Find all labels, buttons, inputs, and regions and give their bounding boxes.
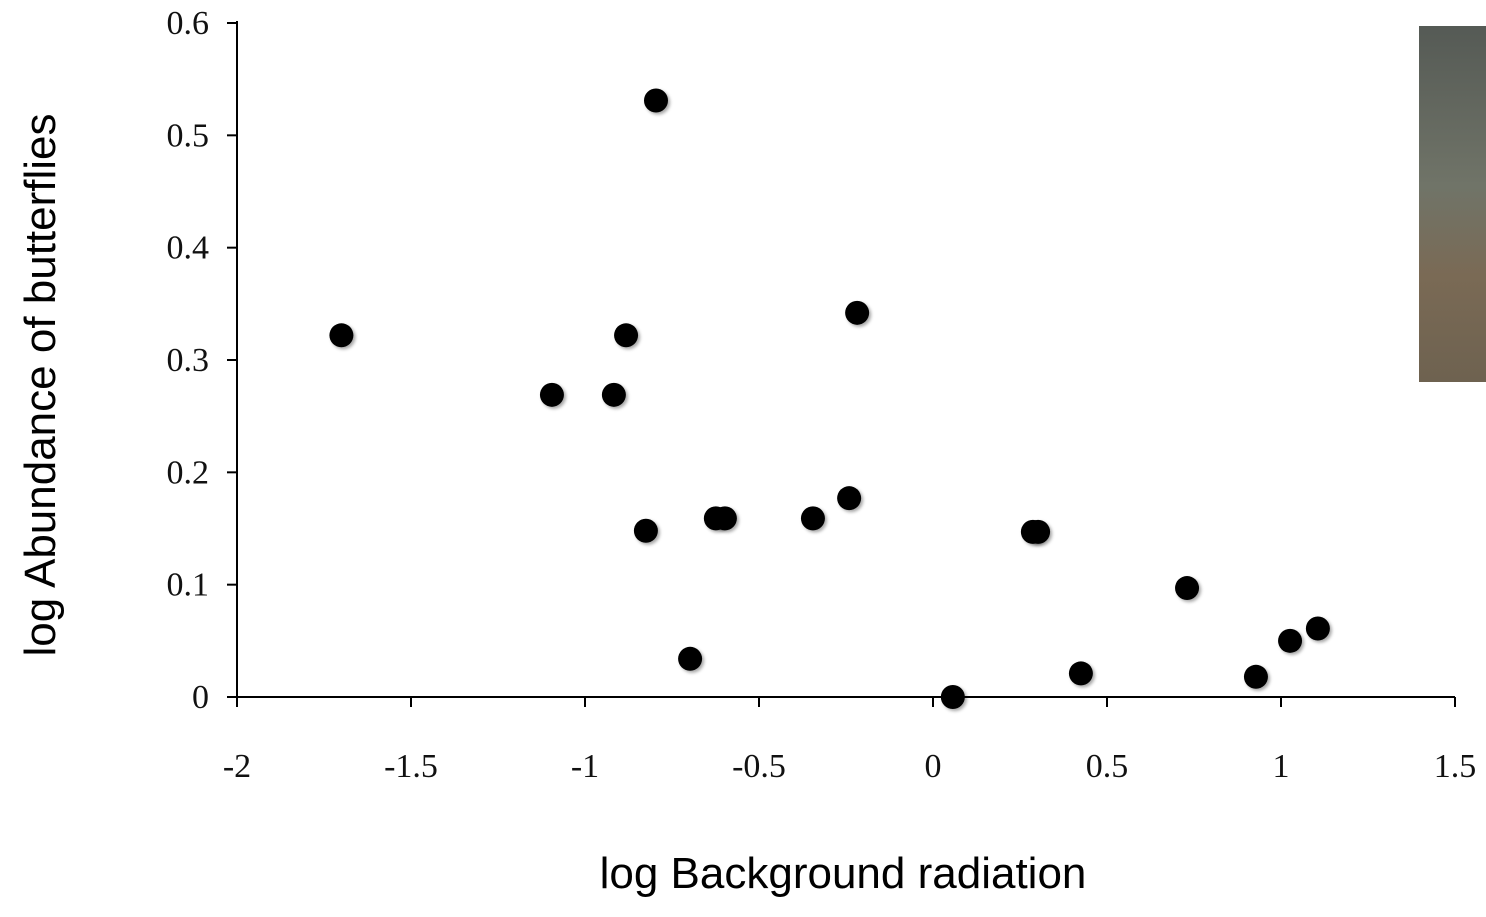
y-tick-label: 0.2 (167, 454, 210, 491)
y-tick-label: 0.5 (167, 117, 210, 154)
y-tick-label: 0.6 (167, 5, 210, 42)
point (643, 88, 668, 113)
point (845, 300, 870, 325)
y-tick-label: 0.1 (167, 567, 210, 604)
x-tick-label: 1 (1273, 748, 1290, 785)
x-tick-label: -1 (571, 748, 599, 785)
point (1278, 628, 1303, 653)
point (1305, 616, 1330, 641)
point (1243, 664, 1268, 689)
x-tick-label: 0 (925, 748, 942, 785)
point (614, 323, 639, 348)
y-tick-label: 0.4 (167, 230, 210, 267)
point (678, 646, 703, 671)
x-tick-label: -0.5 (732, 748, 786, 785)
point (601, 382, 626, 407)
x-tick-label: -1.5 (384, 748, 438, 785)
x-tick-label: 1.5 (1434, 748, 1477, 785)
point (837, 486, 862, 511)
point (1026, 519, 1051, 544)
point (800, 506, 825, 531)
photo (1419, 26, 1486, 382)
point (712, 506, 737, 531)
x-tick-label: -2 (223, 748, 251, 785)
x-axis-title: log Background radiation (600, 849, 1087, 898)
point (633, 518, 658, 543)
y-tick-label: 0 (192, 679, 209, 716)
x-tick-label: 0.5 (1086, 748, 1129, 785)
point (539, 382, 564, 407)
point (1175, 576, 1200, 601)
point (329, 323, 354, 348)
point (1068, 661, 1093, 686)
point (940, 685, 965, 709)
y-tick-label: 0.3 (167, 342, 210, 379)
y-axis-title: log Abundance of butterflies (16, 113, 65, 656)
